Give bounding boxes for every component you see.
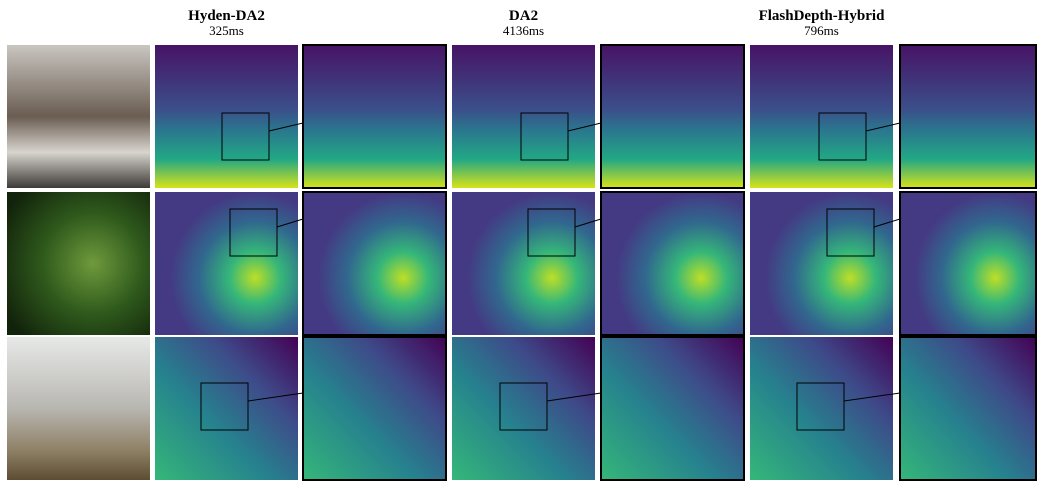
depth-map xyxy=(750,192,893,335)
zoom-panel xyxy=(303,192,446,335)
method-name: Hyden-DA2 xyxy=(188,8,265,24)
depth-map xyxy=(452,45,595,188)
depth-map xyxy=(452,192,595,335)
zoom-panel xyxy=(900,192,1036,335)
depth-map xyxy=(155,337,298,480)
input-photo xyxy=(7,192,150,335)
method-time: 796ms xyxy=(804,23,839,38)
depth-map xyxy=(750,337,893,480)
zoom-panel xyxy=(601,45,744,188)
method-time: 4136ms xyxy=(503,23,544,38)
depth-map xyxy=(452,337,595,480)
zoom-panel xyxy=(303,337,446,480)
figure: Hyden-DA2325ms DA24136ms FlashDepth-Hybrid… xyxy=(0,0,1038,481)
method-time: 325ms xyxy=(209,23,244,38)
depth-map xyxy=(155,45,298,188)
method-name: FlashDepth-Hybrid xyxy=(759,8,886,24)
zoom-panel xyxy=(601,337,744,480)
depth-map xyxy=(750,45,893,188)
image-grid xyxy=(7,45,1036,480)
method-name: DA2 xyxy=(509,8,538,24)
input-photo xyxy=(7,337,150,480)
zoom-panel xyxy=(900,337,1036,480)
zoom-panel xyxy=(601,192,744,335)
input-photo xyxy=(7,45,150,188)
zoom-panel xyxy=(303,45,446,188)
zoom-panel xyxy=(900,45,1036,188)
